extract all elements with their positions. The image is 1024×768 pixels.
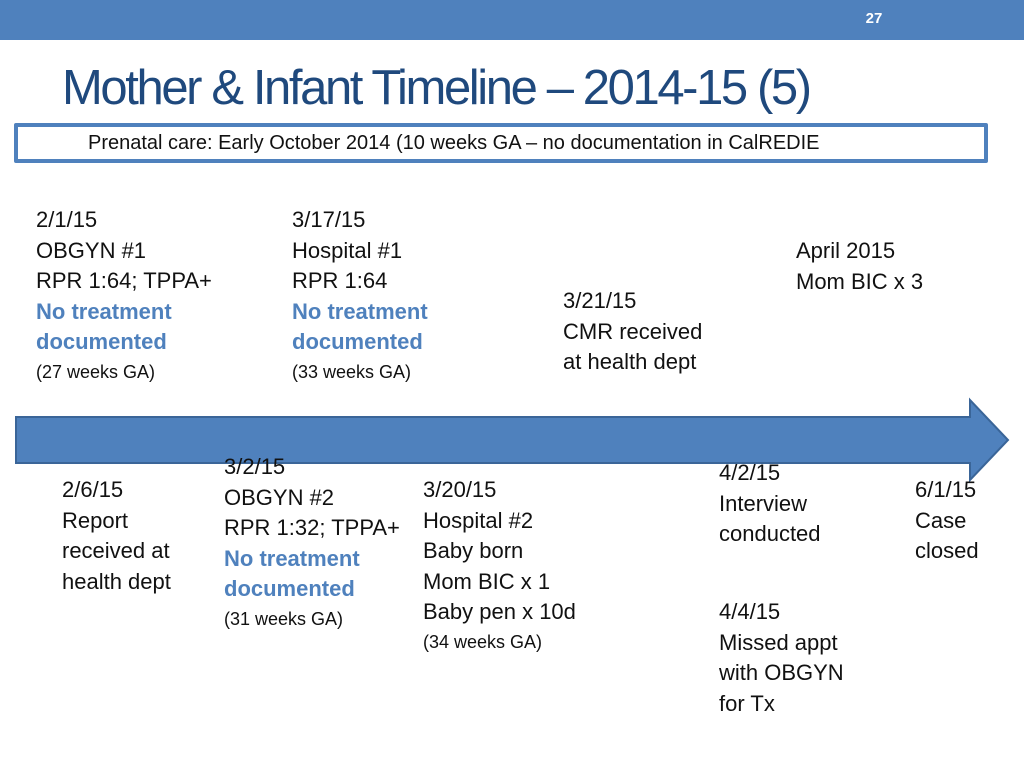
event-report-received: 2/6/15 Report received at health dept <box>62 475 171 597</box>
event-note: (31 weeks GA) <box>224 608 344 629</box>
event-line: RPR 1:64; TPPA+ <box>36 268 212 293</box>
event-obgyn-1: 2/1/15 OBGYN #1 RPR 1:64; TPPA+ No treat… <box>36 205 212 386</box>
event-line: conducted <box>719 521 821 546</box>
timeline-arrow-shape <box>15 397 1010 483</box>
event-line: CMR received <box>563 318 703 344</box>
event-line: closed <box>915 538 979 563</box>
event-date: 2/6/15 <box>62 477 124 502</box>
event-line: with OBGYN <box>719 660 844 685</box>
event-date: 3/2/15 <box>224 454 286 479</box>
timeline-arrow <box>15 397 1010 483</box>
event-date: 4/2/15 <box>719 460 781 485</box>
event-date: 3/20/15 <box>423 477 497 502</box>
event-line: Hospital #2 <box>423 507 534 533</box>
event-line: Mom BIC x 1 <box>423 568 551 594</box>
event-cmr-received: 3/21/15 CMR received at health dept <box>563 286 702 378</box>
event-line: Hospital #1 <box>292 237 403 263</box>
event-date: 3/21/15 <box>563 288 637 313</box>
event-line: RPR 1:64 <box>292 268 388 293</box>
event-line-emphasis: documented <box>224 576 355 601</box>
event-line: Case <box>915 507 967 533</box>
event-line: Interview <box>719 490 808 516</box>
header-bar: 27 <box>0 0 1024 40</box>
prenatal-care-box: Prenatal care: Early October 2014 (10 we… <box>14 123 988 163</box>
prenatal-care-text: Prenatal care: Early October 2014 (10 we… <box>88 131 820 154</box>
slide-title: Mother & Infant Timeline – 2014-15 (5) <box>62 61 812 115</box>
event-case-closed: 6/1/15 Case closed <box>915 475 979 567</box>
event-line-emphasis: No treatment <box>292 298 428 324</box>
event-line: OBGYN #1 <box>36 237 147 263</box>
event-date: 2/1/15 <box>36 207 98 232</box>
event-hospital-2: 3/20/15 Hospital #2 Baby born Mom BIC x … <box>423 475 576 656</box>
event-date: 4/4/15 <box>719 599 781 624</box>
event-missed-appt: 4/4/15 Missed appt with OBGYN for Tx <box>719 597 844 719</box>
event-line: RPR 1:32; TPPA+ <box>224 515 400 540</box>
event-date: 6/1/15 <box>915 477 977 502</box>
event-line: health dept <box>62 568 171 594</box>
event-note: (27 weeks GA) <box>36 361 156 382</box>
event-line: Baby pen x 10d <box>423 599 576 624</box>
event-note: (33 weeks GA) <box>292 361 412 382</box>
event-date: 3/17/15 <box>292 207 366 232</box>
event-date: April 2015 <box>796 238 896 263</box>
event-line-emphasis: No treatment <box>36 298 172 324</box>
event-mom-bic-3: April 2015 Mom BIC x 3 <box>796 236 923 297</box>
event-line-emphasis: documented <box>36 329 167 354</box>
event-line: Report <box>62 507 129 533</box>
event-line-emphasis: documented <box>292 329 423 354</box>
event-obgyn-2: 3/2/15 OBGYN #2 RPR 1:32; TPPA+ No treat… <box>224 452 400 633</box>
event-line: Missed appt <box>719 629 838 655</box>
event-hospital-1: 3/17/15 Hospital #1 RPR 1:64 No treatmen… <box>292 205 428 386</box>
event-line: at health dept <box>563 349 697 374</box>
event-line-emphasis: No treatment <box>224 545 360 571</box>
event-line: for Tx <box>719 690 775 716</box>
event-interview: 4/2/15 Interview conducted <box>719 458 821 550</box>
event-note: (34 weeks GA) <box>423 631 543 652</box>
event-line: OBGYN #2 <box>224 484 335 510</box>
slide-number: 27 <box>865 10 883 27</box>
event-line: Baby born <box>423 538 524 563</box>
event-line: received at <box>62 538 170 563</box>
event-line: Mom BIC x 3 <box>796 268 924 294</box>
